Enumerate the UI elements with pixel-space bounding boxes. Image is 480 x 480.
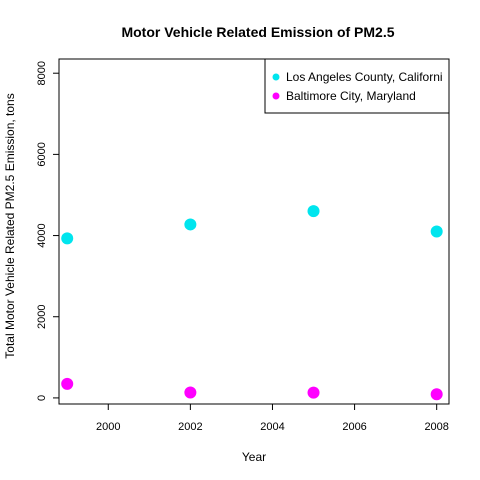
legend-clip-cover [449,58,480,118]
x-tick-label: 2000 [96,421,120,433]
plot-frame [58,58,450,405]
y-tick-label: 4000 [36,223,48,247]
data-point-series-1 [184,386,197,399]
y-tick-label: 2000 [36,304,48,328]
x-axis-label: Year [242,450,266,464]
chart-title: Motor Vehicle Related Emission of PM2.5 [121,24,394,40]
legend-label-baltimore: Baltimore City, Maryland [286,89,416,103]
data-point-series-0 [184,218,197,231]
y-tick-label: 6000 [36,142,48,166]
legend: Los Angeles County, Californi Baltimore … [264,58,450,114]
x-tick-label: 2008 [424,421,448,433]
y-axis-label: Total Motor Vehicle Related PM2.5 Emissi… [3,93,17,358]
x-tick-label: 2004 [260,421,284,433]
x-axis: 2000 2002 2004 2006 2008 [96,404,449,433]
y-tick-label: 0 [36,395,48,401]
data-point-series-1 [430,388,443,401]
data-point-series-0 [307,205,320,218]
legend-label-los-angeles: Los Angeles County, Californi [286,70,443,84]
data-point-series-1 [61,377,74,390]
y-axis: 0 2000 4000 6000 8000 [36,61,59,401]
x-tick-label: 2006 [342,421,366,433]
data-point-series-1 [307,386,320,399]
legend-marker-baltimore [272,92,280,100]
data-points [61,205,443,401]
legend-marker-los-angeles [272,73,280,81]
data-point-series-0 [430,225,443,238]
legend-box [264,58,450,114]
data-point-series-0 [61,232,74,245]
x-tick-label: 2002 [178,421,202,433]
y-tick-label: 8000 [36,61,48,85]
